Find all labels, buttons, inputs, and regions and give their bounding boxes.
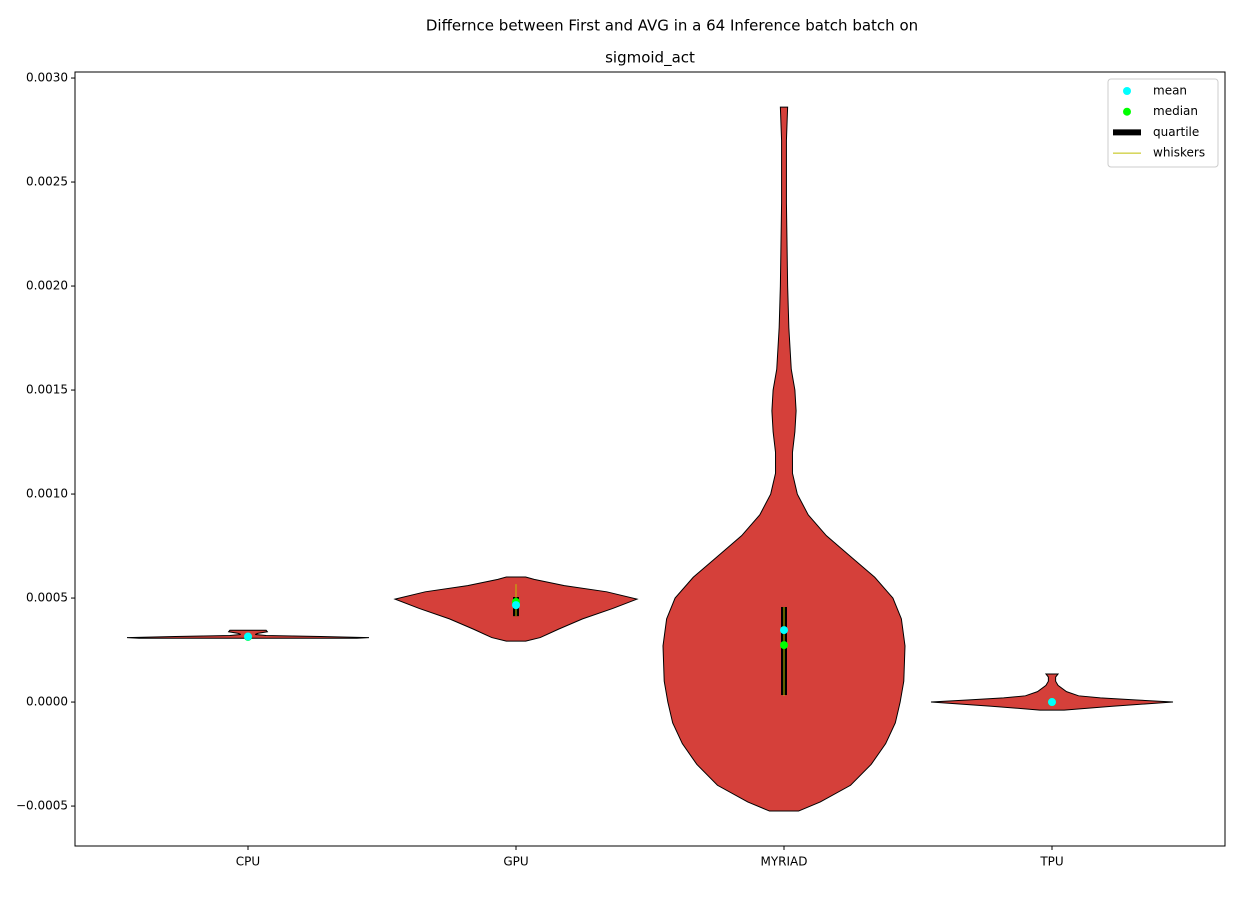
mean-dot [1048, 698, 1056, 707]
y-tick-label: 0.0015 [26, 383, 68, 397]
legend-label: mean [1153, 84, 1187, 98]
legend-marker [1123, 107, 1131, 116]
y-tick-label: 0.0020 [26, 279, 68, 293]
legend-box [1107, 78, 1219, 168]
y-tick-label: 0.0000 [26, 695, 68, 709]
median-dot [780, 641, 788, 650]
mean-dot [512, 601, 520, 610]
x-tick-label: TPU [1039, 855, 1063, 869]
y-tick-label: −0.0005 [16, 799, 68, 813]
x-tick-label: GPU [503, 855, 528, 869]
legend-marker [1123, 87, 1131, 95]
legend-label: median [1153, 104, 1198, 118]
x-tick-label: CPU [236, 855, 260, 869]
legend-label: whiskers [1153, 146, 1205, 160]
plot-frame [74, 71, 1226, 847]
chart-title: Differnce between First and AVG in a 64 … [426, 17, 918, 35]
y-tick-label: 0.0010 [26, 487, 68, 501]
chart-subtitle: sigmoid_act [605, 49, 695, 68]
y-tick-label: 0.0025 [26, 175, 68, 189]
y-tick-label: 0.0005 [26, 591, 68, 605]
mean-dot [244, 632, 252, 641]
x-tick-label: MYRIAD [760, 855, 807, 869]
violin-body [930, 673, 1174, 711]
mean-dot [780, 626, 788, 635]
y-tick-label: 0.0030 [26, 71, 68, 85]
legend-label: quartile [1153, 125, 1199, 139]
violin-body [662, 106, 906, 812]
